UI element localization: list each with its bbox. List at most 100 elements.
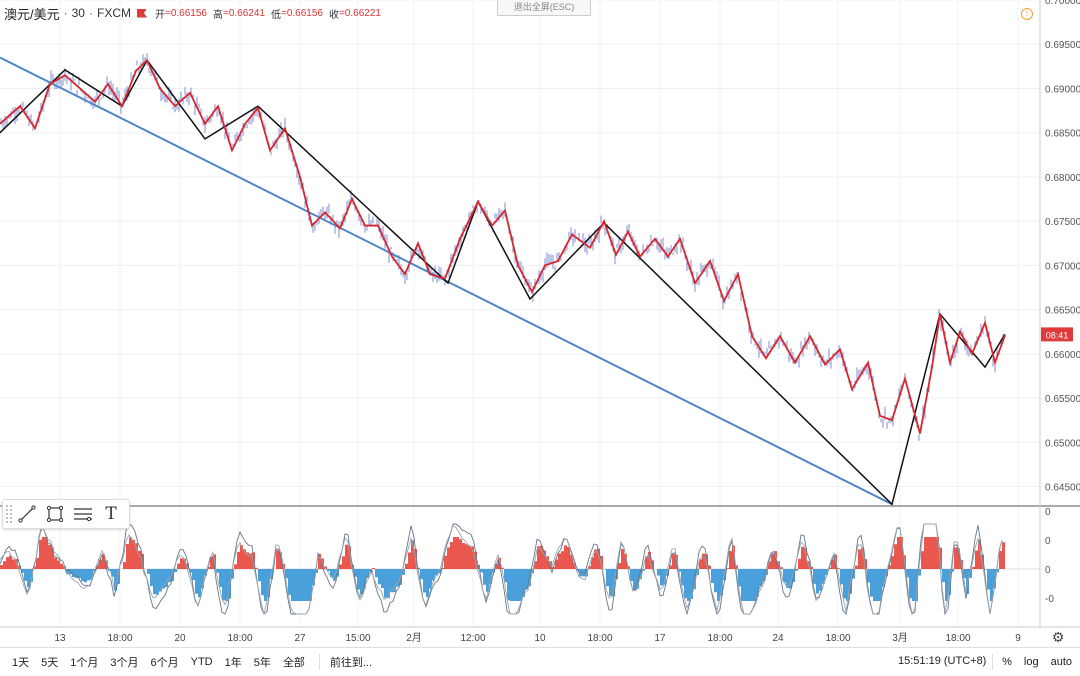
fib-tool-icon[interactable] [69,501,97,527]
osc-histogram-bar [870,569,873,597]
settings-gear-icon[interactable]: ⚙ [1052,630,1065,646]
time-tick-label: 18:00 [945,633,970,644]
time-tick-label: 9 [1015,633,1021,644]
percent-toggle[interactable]: % [1002,656,1012,668]
osc-histogram-bar [507,569,510,600]
flag-icon[interactable] [137,9,147,18]
osc-histogram-bar [405,564,408,569]
time-tick-label: 3月 [892,632,908,644]
price-tick-label: 0.66000 [1045,350,1080,361]
osc-histogram-bar [345,545,348,569]
osc-histogram-bar [801,547,804,569]
osc-histogram-bar [408,552,411,569]
osc-histogram-bar [873,569,876,601]
osc-histogram-bar [297,569,300,601]
open-value: =0.66156 [165,8,207,19]
price-tick-label: 0.68000 [1045,173,1080,184]
osc-histogram-bar [177,564,180,569]
osc-histogram-bar [747,569,750,601]
osc-histogram-bar [375,569,378,577]
range-1d[interactable]: 1天 [12,654,29,670]
osc-histogram-bar [222,569,225,600]
osc-histogram-bar [84,569,87,582]
osc-histogram-bar [684,569,687,598]
time-tick-label: 17 [654,633,666,644]
time-tick-label: 2月 [406,632,422,644]
osc-histogram-bar [633,569,636,590]
osc-histogram-bar [771,554,774,569]
osc-histogram-bar [129,537,132,569]
osc-histogram-bar [840,569,843,584]
warning-icon[interactable]: ! [1021,8,1033,20]
open-label: 开 [155,6,165,21]
osc-histogram-bar [168,569,171,582]
range-ytd[interactable]: YTD [191,656,213,668]
osc-histogram-bar [921,551,924,569]
rectangle-tool-icon[interactable] [41,501,69,527]
osc-histogram-bar [396,569,399,587]
osc-histogram-bar [276,550,279,569]
drag-handle-icon[interactable] [5,504,13,524]
time-tick-label: 20 [174,633,186,644]
osc-histogram-bar [81,569,84,581]
time-tick-label: 13 [54,633,66,644]
symbol-header: 澳元/美元 · 30 · FXCM 开=0.66156 高=0.66241 低=… [4,4,381,22]
range-5d[interactable]: 5天 [41,654,58,670]
osc-histogram-bar [519,569,522,601]
osc-histogram-bar [0,565,3,569]
osc-histogram-bar [468,546,471,569]
auto-toggle[interactable]: auto [1051,656,1072,668]
separator-dot: · [89,6,93,20]
osc-histogram-bar [306,569,309,601]
osc-histogram-bar [564,545,567,569]
time-tick-label: 12:00 [460,633,485,644]
text-tool-icon[interactable]: T [97,501,125,527]
osc-histogram-bar [195,569,198,594]
osc-histogram-bar [342,556,345,569]
osc-histogram-bar [753,569,756,601]
log-toggle[interactable]: log [1024,656,1039,668]
range-1m[interactable]: 1个月 [70,654,98,670]
range-6m[interactable]: 6个月 [151,654,179,670]
bottom-toolbar: 1天 5天 1个月 3个月 6个月 YTD 1年 5年 全部 前往到... 15… [0,647,1080,676]
osc-histogram-bar [894,544,897,569]
goto-date-button[interactable]: 前往到... [330,654,372,670]
osc-tick-label: 0 [1045,565,1051,576]
price-tick-label: 0.65500 [1045,394,1080,405]
osc-histogram-bar [126,544,129,569]
osc-histogram-bar [795,569,798,571]
osc-histogram-bar [390,569,393,592]
range-3m[interactable]: 3个月 [110,654,138,670]
price-tick-label: 0.65000 [1045,438,1080,449]
osc-histogram-bar [360,569,363,594]
osc-histogram-bar [606,569,609,586]
osc-histogram-bar [510,569,513,601]
osc-histogram-bar [750,569,753,601]
range-1y[interactable]: 1年 [225,654,242,670]
exit-fullscreen-button[interactable]: 退出全屏(ESC) [497,0,591,16]
osc-histogram-bar [72,569,75,577]
osc-histogram-bar [12,559,15,569]
osc-histogram-bar [60,564,63,569]
symbol-name[interactable]: 澳元/美元 [4,4,60,23]
interval-label[interactable]: 30 [72,6,85,20]
osc-histogram-bar [294,569,297,601]
time-tick-label: 15:00 [345,633,370,644]
osc-histogram-bar [444,556,447,569]
range-5y[interactable]: 5年 [254,654,271,670]
price-tick-label: 0.69000 [1045,84,1080,95]
osc-histogram-bar [54,558,57,569]
toolbar-divider [319,654,320,670]
time-tick-label: 27 [294,633,306,644]
trendline-tool-icon[interactable] [13,501,41,527]
osc-histogram-bar [219,569,222,587]
osc-histogram-bar [123,562,126,569]
chart-canvas[interactable]: 0.700000.695000.690000.685000.680000.675… [0,0,1080,647]
osc-histogram-bar [744,569,747,601]
osc-histogram-bar [537,546,540,569]
high-value: =0.66241 [223,8,265,19]
osc-histogram-bar [3,561,6,569]
osc-histogram-bar [867,569,870,582]
exchange-label: FXCM [97,6,131,20]
range-all[interactable]: 全部 [283,654,305,670]
